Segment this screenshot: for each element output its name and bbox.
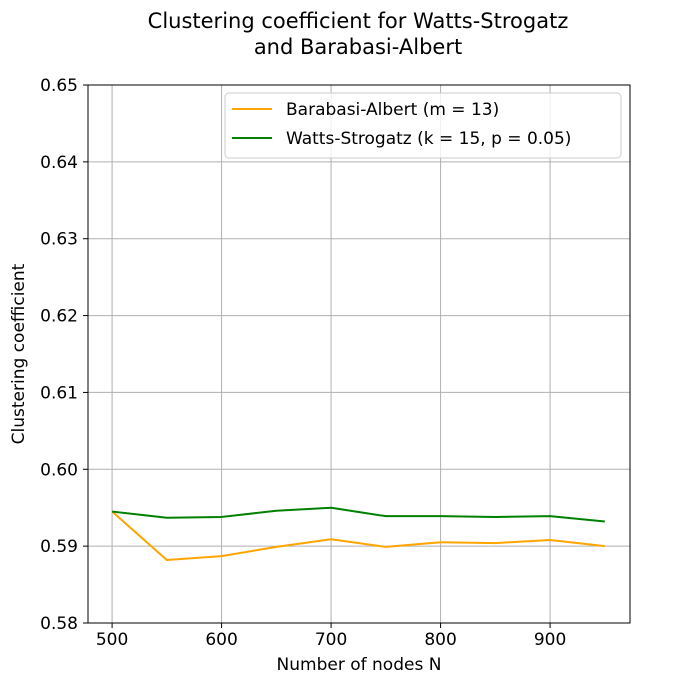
- y-axis-label: Clustering coefficient: [9, 263, 29, 444]
- chart-title: Clustering coefficient for Watts-Strogat…: [148, 9, 569, 33]
- x-tick-label: 900: [534, 630, 566, 650]
- x-tick-label: 600: [205, 630, 237, 650]
- y-tick-label: 0.58: [40, 614, 78, 634]
- legend-label-barabasi-albert: Barabasi-Albert (m = 13): [286, 100, 499, 120]
- y-tick-label: 0.62: [40, 307, 78, 327]
- grid: [88, 84, 630, 624]
- x-tick-label: 500: [96, 630, 128, 650]
- legend: Barabasi-Albert (m = 13) Watts-Strogatz …: [224, 92, 622, 159]
- y-tick-label: 0.64: [40, 153, 78, 173]
- axis-ticks: 500 600 700 800 900 0.58 0.59 0.60 0.61 0.62 0.63 0…: [40, 76, 566, 650]
- y-tick-label: 0.60: [40, 460, 78, 480]
- x-tick-label: 800: [424, 630, 456, 650]
- y-tick-label: 0.61: [40, 383, 78, 403]
- series-line-barabasi-albert: [111, 510, 605, 561]
- y-tick-label: 0.65: [40, 76, 78, 96]
- x-tick-label: 700: [315, 630, 347, 650]
- x-axis-label: Number of nodes N: [277, 655, 442, 675]
- chart-subtitle: and Barabasi-Albert: [254, 35, 462, 59]
- y-tick-label: 0.63: [40, 230, 78, 250]
- legend-label-watts-strogatz: Watts-Strogatz (k = 15, p = 0.05): [286, 129, 571, 149]
- legend-box: [224, 92, 622, 159]
- series-lines: [111, 506, 605, 561]
- plot-frame: [87, 84, 631, 624]
- y-tick-label: 0.59: [40, 537, 78, 557]
- series-line-watts-strogatz: [111, 506, 605, 523]
